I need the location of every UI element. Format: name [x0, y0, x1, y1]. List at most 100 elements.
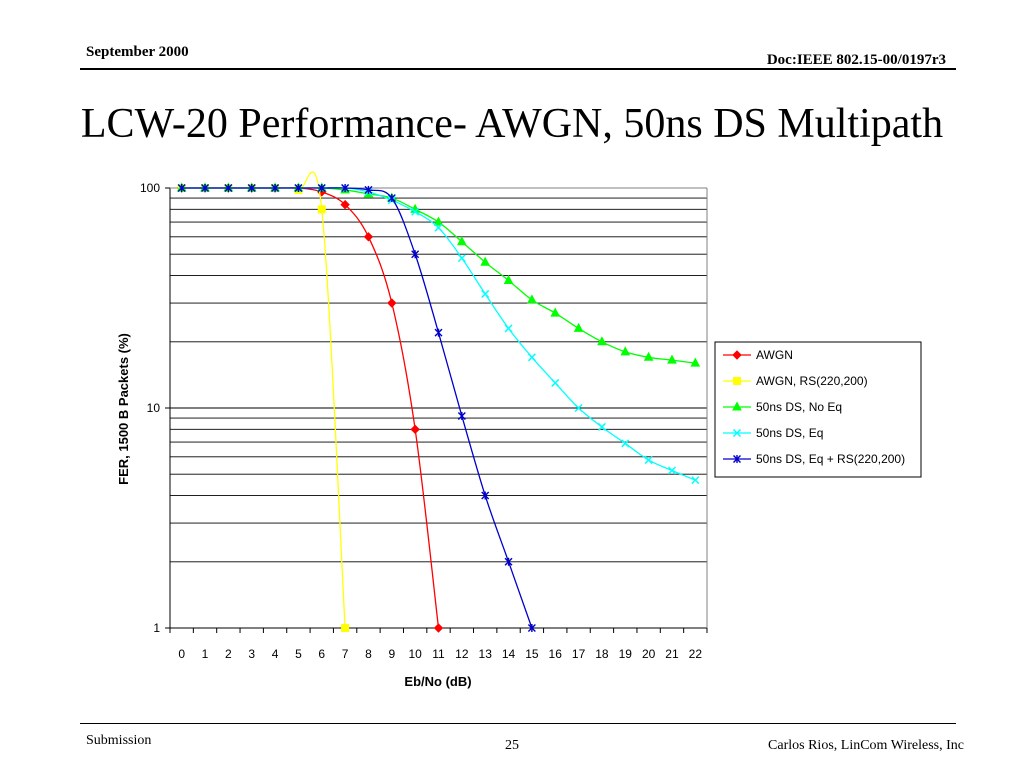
header-rule	[80, 68, 956, 70]
series-1	[177, 171, 350, 632]
data-point-stroke	[732, 428, 742, 438]
data-point	[527, 353, 536, 362]
x-tick-label: 5	[295, 647, 302, 661]
data-point	[317, 205, 326, 214]
legend-label: 50ns DS, Eq + RS(220,200)	[756, 452, 905, 466]
x-tick-label: 9	[388, 647, 395, 661]
data-point-stroke	[457, 254, 466, 263]
data-point	[434, 223, 443, 232]
data-point	[597, 336, 607, 346]
x-tick-label: 2	[225, 647, 232, 661]
x-tick-label: 20	[642, 647, 656, 661]
x-tick-label: 11	[432, 647, 445, 661]
data-point	[340, 199, 350, 210]
data-point	[732, 350, 742, 360]
data-point	[667, 466, 677, 475]
x-tick-label: 10	[408, 647, 422, 661]
data-point	[224, 184, 233, 192]
data-point	[597, 422, 606, 431]
data-point	[690, 357, 701, 367]
legend: AWGN AWGN, RS(220,200) 50ns DS, No Eq 50ns …	[714, 341, 922, 478]
x-tick-label: 6	[318, 647, 325, 661]
data-point-stroke	[574, 403, 583, 413]
grid-layer	[170, 187, 707, 629]
data-point	[644, 456, 653, 465]
legend-box	[714, 341, 922, 478]
data-point	[620, 346, 631, 356]
data-point	[317, 184, 326, 192]
data-point	[457, 254, 466, 263]
data-point	[643, 351, 654, 361]
data-point-stroke	[481, 289, 490, 298]
data-point	[550, 307, 561, 317]
data-point	[621, 439, 630, 448]
slide-title: LCW-20 Performance- AWGN, 50ns DS Multip…	[80, 101, 944, 147]
legend-label: 50ns DS, Eq	[756, 426, 823, 440]
footer-rule	[80, 723, 956, 724]
x-tick-label: 12	[455, 647, 469, 661]
data-point	[271, 184, 280, 192]
data-point	[732, 428, 742, 438]
data-point	[387, 194, 396, 203]
data-point-stroke	[644, 456, 653, 465]
data-point	[364, 185, 373, 194]
legend-item: AWGN, RS(220,200)	[723, 374, 868, 388]
data-point	[527, 624, 536, 632]
data-point	[457, 411, 466, 420]
x-tick-label: 13	[479, 647, 493, 661]
data-point	[341, 184, 350, 192]
data-point	[410, 424, 420, 435]
data-point-stroke	[504, 324, 513, 333]
data-point-stroke	[434, 223, 443, 232]
data-point	[411, 207, 420, 216]
y-tick-label: 1	[153, 621, 160, 635]
x-tick-label: 8	[365, 647, 372, 661]
data-point	[733, 455, 741, 463]
data-point-stroke	[411, 207, 420, 216]
data-point-stroke	[551, 378, 560, 387]
series-line	[181, 171, 346, 629]
x-tick-label: 19	[619, 647, 633, 661]
x-tick-label: 16	[549, 647, 563, 661]
y-axis-label: FER, 1500 B Packets (%)	[116, 333, 131, 485]
legend-item: AWGN	[723, 348, 793, 362]
series-layer	[176, 171, 701, 633]
data-point	[247, 184, 256, 192]
legend-label: AWGN, RS(220,200)	[756, 374, 868, 388]
series-4	[177, 184, 536, 632]
x-tick-label: 17	[572, 647, 586, 661]
x-tick-label: 21	[665, 647, 679, 661]
legend-item: 50ns DS, Eq	[723, 426, 823, 440]
data-point	[504, 557, 513, 566]
x-tick-label: 7	[342, 647, 349, 661]
data-point	[201, 184, 210, 192]
data-point	[733, 377, 741, 385]
data-point-stroke	[527, 353, 536, 362]
data-point	[363, 232, 374, 242]
data-point	[433, 623, 444, 633]
header-doc-id: Doc:IEEE 802.15-00/0197r3	[766, 52, 946, 68]
legend-label: AWGN	[756, 348, 793, 362]
x-tick-label: 0	[178, 647, 185, 661]
data-point	[573, 322, 584, 332]
data-point	[177, 184, 186, 192]
data-point	[667, 354, 677, 364]
data-point	[574, 403, 583, 413]
legend-label: 50ns DS, No Eq	[756, 400, 842, 414]
legend-item: 50ns DS, Eq + RS(220,200)	[723, 452, 905, 466]
data-point	[411, 250, 420, 259]
x-tick-label: 3	[248, 647, 255, 661]
data-point	[551, 378, 560, 387]
x-tick-label: 15	[525, 647, 539, 661]
data-point-stroke	[691, 476, 700, 485]
data-point	[732, 401, 742, 411]
data-point	[457, 236, 467, 246]
data-point	[433, 216, 444, 226]
data-point	[481, 491, 490, 500]
y-tick-label: 100	[140, 181, 160, 195]
data-point	[503, 274, 514, 284]
x-tick-label: 22	[689, 647, 703, 661]
header-date: September 2000	[86, 44, 189, 60]
data-point	[387, 298, 397, 308]
